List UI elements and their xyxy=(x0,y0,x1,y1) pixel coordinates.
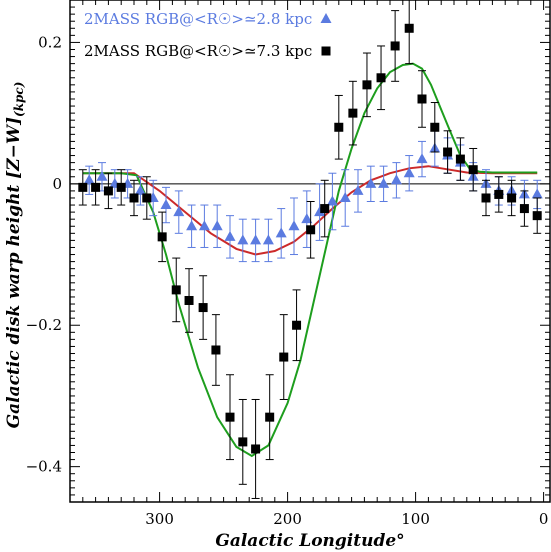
x-tick-label: 300 xyxy=(145,510,174,528)
triangle-point xyxy=(314,206,326,217)
square-point xyxy=(279,352,289,362)
square-point xyxy=(157,232,167,242)
triangle-point xyxy=(160,199,172,210)
square-point xyxy=(116,182,126,192)
triangle-point xyxy=(186,220,198,231)
y-axis-label-unit: (kpc) xyxy=(12,82,26,117)
triangle-point xyxy=(198,220,210,231)
square-point xyxy=(225,412,235,422)
triangle-point xyxy=(224,230,236,241)
square-point xyxy=(362,80,372,90)
square-point xyxy=(78,182,88,192)
square-point xyxy=(468,165,478,175)
triangle-point xyxy=(390,174,402,185)
y-tick-label: 0 xyxy=(52,175,62,193)
square-point xyxy=(292,320,302,330)
axis-ticks: 300 200 100 0 −0.4 −0.2 0 0.2 xyxy=(26,0,550,528)
square-point xyxy=(171,285,181,295)
square-point xyxy=(265,412,275,422)
square-point xyxy=(91,182,101,192)
square-point xyxy=(481,193,491,203)
triangle-point xyxy=(288,220,300,231)
triangle-point xyxy=(237,234,249,245)
square-point xyxy=(430,122,440,132)
y-tick-label: 0.2 xyxy=(38,33,62,51)
square-point xyxy=(455,154,465,164)
y-axis-label: Galactic disk warp height [Z−W](kpc) xyxy=(4,82,26,429)
square-point xyxy=(376,73,386,83)
square-point xyxy=(306,225,316,235)
triangle-point xyxy=(134,184,146,195)
triangle-point xyxy=(326,195,338,206)
square-point xyxy=(334,122,344,132)
triangle-point xyxy=(416,153,428,164)
square-point xyxy=(532,211,542,221)
triangle-point xyxy=(83,174,95,185)
square-point xyxy=(142,193,152,203)
triangle-point xyxy=(173,206,185,217)
square-point xyxy=(390,41,400,51)
square-point xyxy=(251,444,261,454)
triangle-point xyxy=(403,167,415,178)
x-tick-label: 0 xyxy=(539,510,549,528)
model-curves xyxy=(82,62,538,458)
triangle-point xyxy=(301,213,313,224)
triangle-point xyxy=(96,170,108,181)
triangle-point xyxy=(211,220,223,231)
triangle-point xyxy=(365,177,377,188)
triangle-point xyxy=(275,227,287,238)
y-tick-label: −0.2 xyxy=(26,316,62,334)
legend-label: 2MASS RGB@<R☉>≃2.8 kpc xyxy=(84,10,312,28)
square-point xyxy=(507,193,517,203)
square-point xyxy=(494,189,504,199)
data-points xyxy=(78,0,543,499)
square-point xyxy=(348,108,358,118)
square-point xyxy=(404,23,414,33)
triangle-point xyxy=(262,234,274,245)
triangle-point xyxy=(378,177,390,188)
square-point xyxy=(443,147,453,157)
triangle-point xyxy=(352,184,364,195)
triangle-point xyxy=(339,191,351,202)
model-curve xyxy=(82,62,538,458)
x-tick-label: 200 xyxy=(273,510,302,528)
x-axis-label: Galactic Longitude° xyxy=(215,531,404,551)
square-point xyxy=(198,303,208,313)
x-tick-label: 100 xyxy=(401,510,430,528)
triangle-point xyxy=(250,234,262,245)
y-axis-label-main: Galactic disk warp height [Z−W] xyxy=(4,117,24,428)
triangle-point xyxy=(531,188,543,199)
square-point xyxy=(417,94,427,104)
square-point xyxy=(320,204,330,214)
square-point xyxy=(519,204,529,214)
square-point xyxy=(103,186,113,196)
y-tick-label: −0.4 xyxy=(26,458,62,476)
legend-square-marker xyxy=(321,46,331,56)
square-point xyxy=(129,193,139,203)
legend: 2MASS RGB@<R☉>≃2.8 kpc 2MASS RGB@<R☉>≃7.3… xyxy=(84,10,332,60)
plot-frame xyxy=(69,0,551,503)
square-point xyxy=(238,437,248,447)
square-point xyxy=(184,295,194,305)
legend-label: 2MASS RGB@<R☉>≃7.3 kpc xyxy=(84,42,312,60)
legend-triangle-marker xyxy=(320,13,332,23)
square-point xyxy=(211,345,221,355)
